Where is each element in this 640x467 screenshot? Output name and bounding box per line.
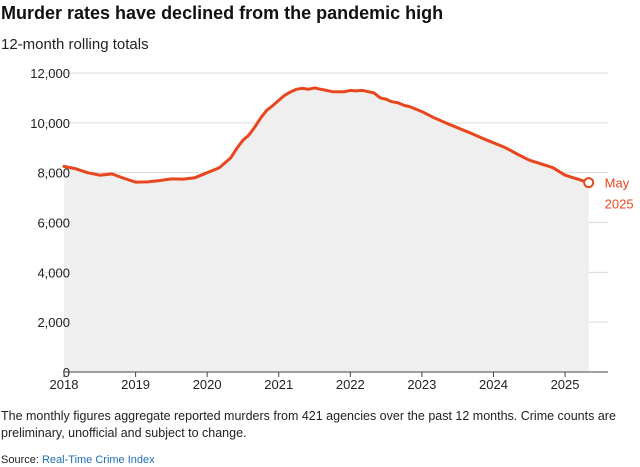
series-line [62,86,591,185]
x-tick-label: 2019 [121,377,150,392]
source-label: Source: [1,454,42,466]
x-tick-label: 2021 [264,377,293,392]
end-label-year: 2025 [605,197,634,212]
y-tick-label: 4,000 [37,265,70,280]
x-axis-ticks: 2018 2019 2020 2021 2022 2023 2024 2025 [50,372,580,392]
x-tick-label: 2018 [50,377,79,392]
chart-title: Murder rates have declined from the pand… [1,3,444,23]
chart-subtitle: 12-month rolling totals [1,36,149,53]
x-tick-label: 2022 [336,377,365,392]
x-tick-label: 2025 [551,377,580,392]
y-tick-label: 12,000 [30,66,70,81]
end-point-marker [583,177,595,189]
x-tick-label: 2024 [479,377,508,392]
area-fill [64,87,589,373]
y-tick-label: 8,000 [37,166,70,181]
source-line: Source: Real-Time Crime Index [1,454,155,466]
x-tick-label: 2023 [407,377,436,392]
end-label-month: May [605,176,630,191]
y-tick-label: 10,000 [30,116,70,131]
y-tick-label: 2,000 [37,315,70,330]
x-tick-label: 2020 [193,377,222,392]
y-tick-label: 6,000 [37,216,70,231]
source-link[interactable]: Real-Time Crime Index [41,454,155,466]
footnote: The monthly figures aggregate reported m… [1,409,616,440]
